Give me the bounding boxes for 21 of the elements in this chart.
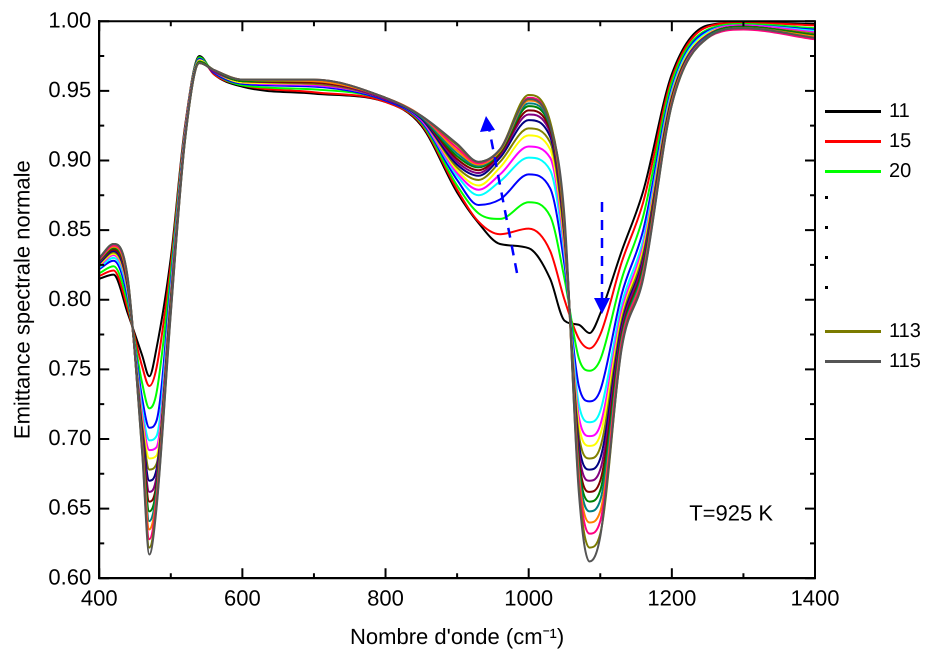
y-tick-label: 1.00 [48,7,92,32]
x-tick-label: 1400 [790,585,840,610]
y-tick-label: 0.75 [48,355,92,380]
annotation: T=925 K [689,500,774,526]
x-tick-label: 1200 [647,585,696,610]
legend-label: 20 [889,160,912,182]
x-tick-label: 800 [367,585,404,610]
legend-label: 115 [889,350,921,372]
y-tick-label: 0.65 [48,494,92,520]
x-tick-label: 600 [224,585,261,610]
legend-label: 15 [889,130,912,152]
legend-label: 113 [889,320,921,342]
y-tick-label: 0.70 [48,425,92,450]
y-tick-label: 0.95 [48,76,92,102]
x-axis-title: Nombre d'onde (cm⁻¹) [350,624,564,649]
y-tick-label: 0.80 [48,286,92,311]
x-tick-label: 1000 [504,585,554,610]
legend-label: 11 [889,100,910,122]
y-axis-title: Emittance spectrale normale [9,160,34,440]
y-tick-label: 0.85 [48,216,92,242]
y-tick-label: 0.90 [48,146,92,172]
